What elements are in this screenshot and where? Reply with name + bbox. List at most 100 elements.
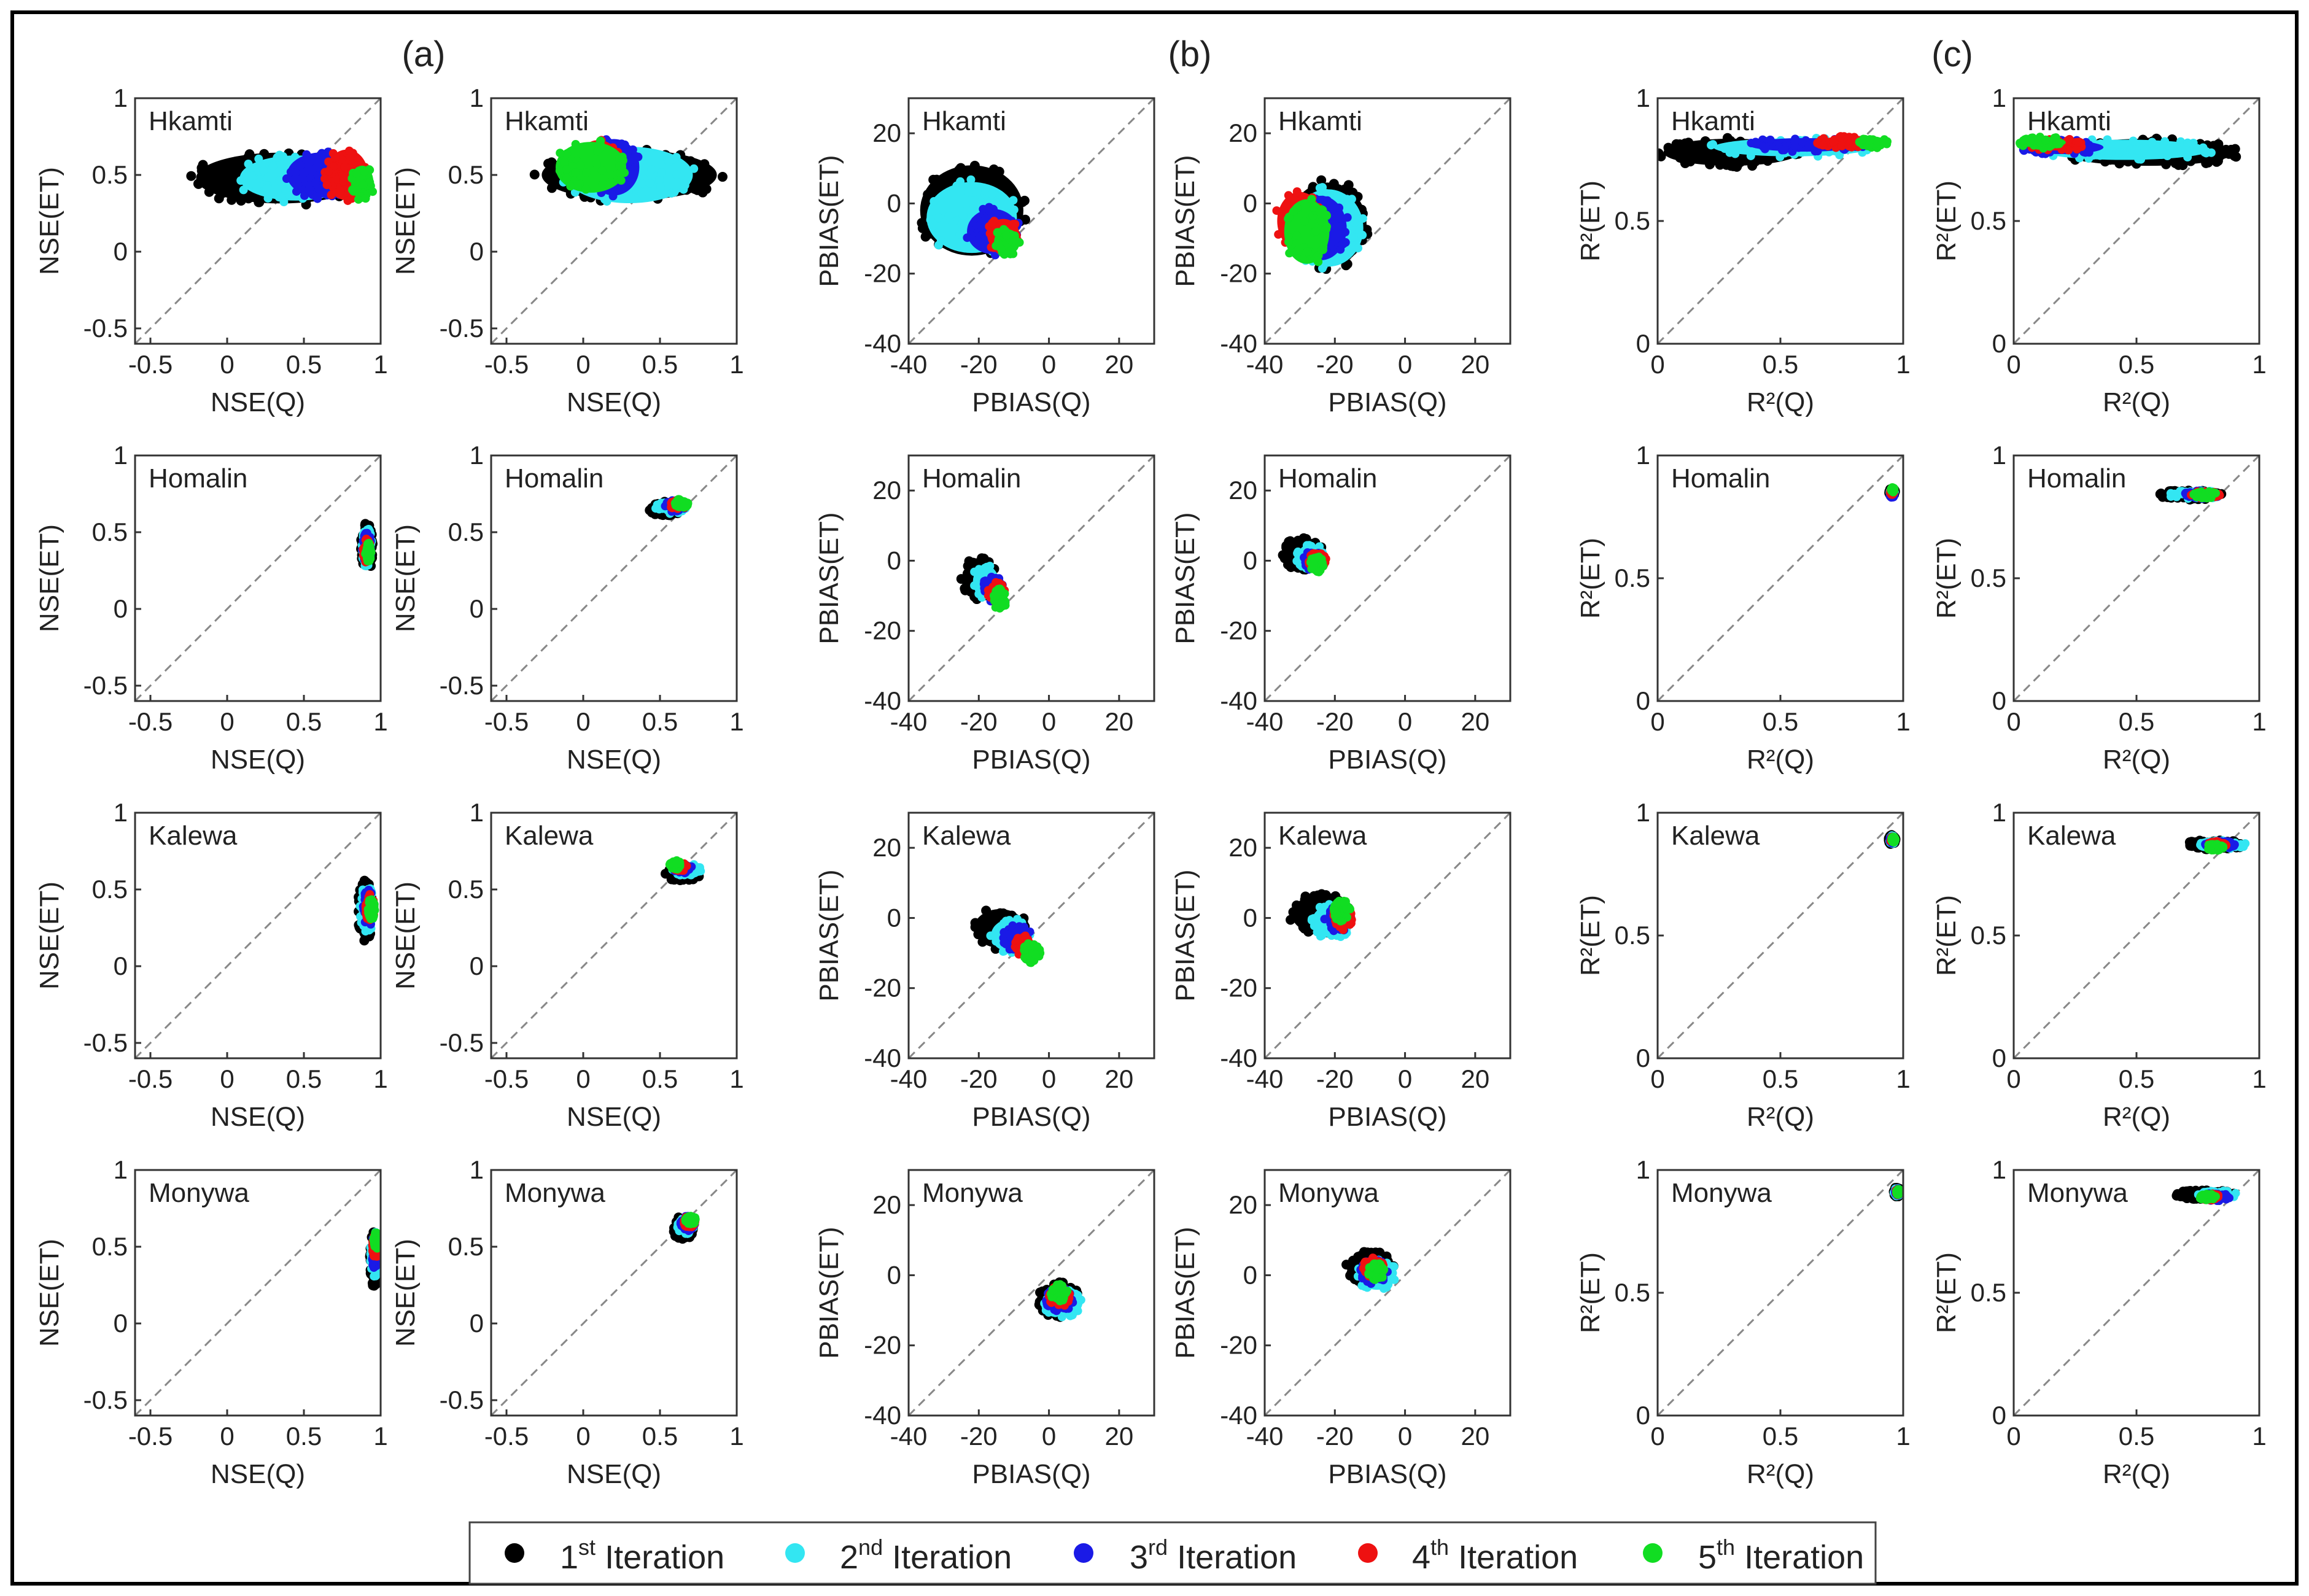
y-axis-label: PBIAS(ET): [1170, 869, 1200, 1001]
iteration-2-point: [926, 215, 935, 225]
iteration-5-point: [679, 503, 688, 512]
iteration-1-point: [213, 166, 223, 177]
x-tick-label: 0.5: [286, 707, 322, 736]
iteration-5-point: [2025, 137, 2035, 146]
iteration-5-point: [556, 149, 565, 158]
iteration-1-point: [543, 169, 554, 180]
iteration-1-point: [689, 184, 700, 194]
iteration-1-point: [953, 165, 964, 176]
x-tick-label: -20: [960, 707, 998, 736]
x-tick-label: 1: [729, 350, 743, 379]
iteration-2-point: [689, 164, 699, 173]
iteration-2-point: [2183, 153, 2192, 162]
iteration-1-point: [1329, 179, 1339, 189]
y-tick-label: 1: [1636, 798, 1650, 827]
x-tick-label: 1: [373, 707, 387, 736]
y-tick-label: -40: [1220, 1044, 1257, 1072]
x-tick-label: 0.5: [2119, 707, 2154, 736]
iteration-4-point: [340, 163, 349, 172]
y-axis-label: R²(ET): [1575, 538, 1605, 619]
panel-title: Homalin: [2027, 463, 2126, 494]
iteration-2-point: [2181, 145, 2191, 154]
iteration-5-point: [364, 538, 373, 548]
iteration-4-point: [1272, 206, 1281, 215]
iteration-2-point: [672, 170, 681, 179]
iteration-3-point: [1798, 138, 1807, 147]
iteration-2-point: [1731, 149, 1740, 158]
y-tick-label: -40: [1220, 329, 1257, 358]
iteration-2-point: [999, 919, 1008, 928]
iteration-1-point: [995, 908, 1006, 918]
iteration-1-point: [1316, 175, 1327, 185]
iteration-3-point: [1759, 142, 1768, 152]
iteration-5-point: [1031, 950, 1040, 959]
1-to-1-line: [134, 454, 382, 702]
iteration-1-point: [1308, 184, 1318, 194]
x-tick-label: 0.5: [1763, 707, 1798, 736]
iteration-2-point: [657, 168, 666, 177]
iteration-1-point: [939, 176, 949, 186]
iteration-1-point: [1666, 147, 1677, 157]
y-tick-label: 0.5: [1615, 564, 1650, 592]
iteration-4-point: [322, 180, 332, 190]
y-tick-label: 0.5: [1615, 921, 1650, 950]
data-points: [1884, 483, 1900, 502]
y-tick-label: 20: [1228, 118, 1257, 147]
y-tick-label: 0: [1636, 1044, 1650, 1072]
iteration-1-point: [186, 171, 196, 181]
iteration-1-point: [243, 152, 254, 163]
iteration-2-point: [958, 211, 968, 220]
y-tick-label: 0: [114, 951, 128, 980]
iteration-5-point: [573, 180, 582, 190]
iteration-2-point: [2206, 148, 2216, 157]
data-points: [2155, 486, 2227, 505]
data-points: [917, 160, 1030, 260]
iteration-1-point: [1658, 148, 1664, 158]
x-tick-label: 0.5: [642, 1064, 678, 1093]
iteration-2-point: [2148, 138, 2157, 147]
iteration-5-point: [607, 170, 616, 179]
panel-title: Homalin: [1671, 463, 1770, 494]
iteration-2-point: [262, 184, 271, 193]
iteration-1-point: [2161, 159, 2171, 169]
iteration-2-point: [952, 181, 961, 190]
1-to-1-line: [2012, 97, 2260, 345]
1-to-1-line: [134, 812, 382, 1059]
panel-title: Homalin: [149, 463, 247, 494]
iteration-2-point: [2129, 136, 2138, 145]
y-tick-label: 0.5: [92, 160, 128, 189]
iteration-5-point: [1015, 238, 1024, 247]
iteration-5-point: [562, 165, 572, 174]
column-label-b: (b): [1168, 34, 1212, 74]
iteration-2-point: [1320, 902, 1329, 912]
panel-title: Homalin: [505, 463, 603, 494]
y-tick-label: -0.5: [440, 314, 484, 343]
iteration-1-point: [227, 195, 237, 205]
iteration-3-point: [2087, 142, 2096, 151]
iteration-2-point: [2156, 146, 2165, 155]
iteration-3-point: [617, 139, 626, 149]
y-axis-label: NSE(ET): [34, 524, 64, 632]
iteration-5-point: [1340, 898, 1349, 907]
iteration-2-point: [252, 185, 262, 194]
iteration-2-point: [647, 165, 656, 174]
x-tick-label: 0: [1398, 707, 1412, 736]
x-axis-label: PBIAS(Q): [1328, 387, 1446, 417]
x-tick-label: 1: [1896, 707, 1910, 736]
iteration-4-point: [1828, 138, 1837, 147]
y-tick-label: -40: [864, 1044, 901, 1072]
y-tick-label: 0: [114, 237, 128, 266]
x-axis-label: PBIAS(Q): [972, 1102, 1090, 1132]
iteration-1-point: [1019, 195, 1030, 206]
iteration-2-point: [1741, 144, 1750, 153]
iteration-3-point: [608, 192, 618, 201]
x-tick-label: 0: [1042, 1064, 1056, 1093]
iteration-3-point: [973, 236, 982, 245]
iteration-1-point: [1702, 151, 1712, 161]
x-tick-label: 1: [2252, 707, 2266, 736]
y-tick-label: 0: [887, 188, 901, 217]
x-tick-label: 1: [373, 1064, 387, 1093]
1-to-1-line: [490, 97, 738, 345]
iteration-5-point: [369, 912, 378, 921]
